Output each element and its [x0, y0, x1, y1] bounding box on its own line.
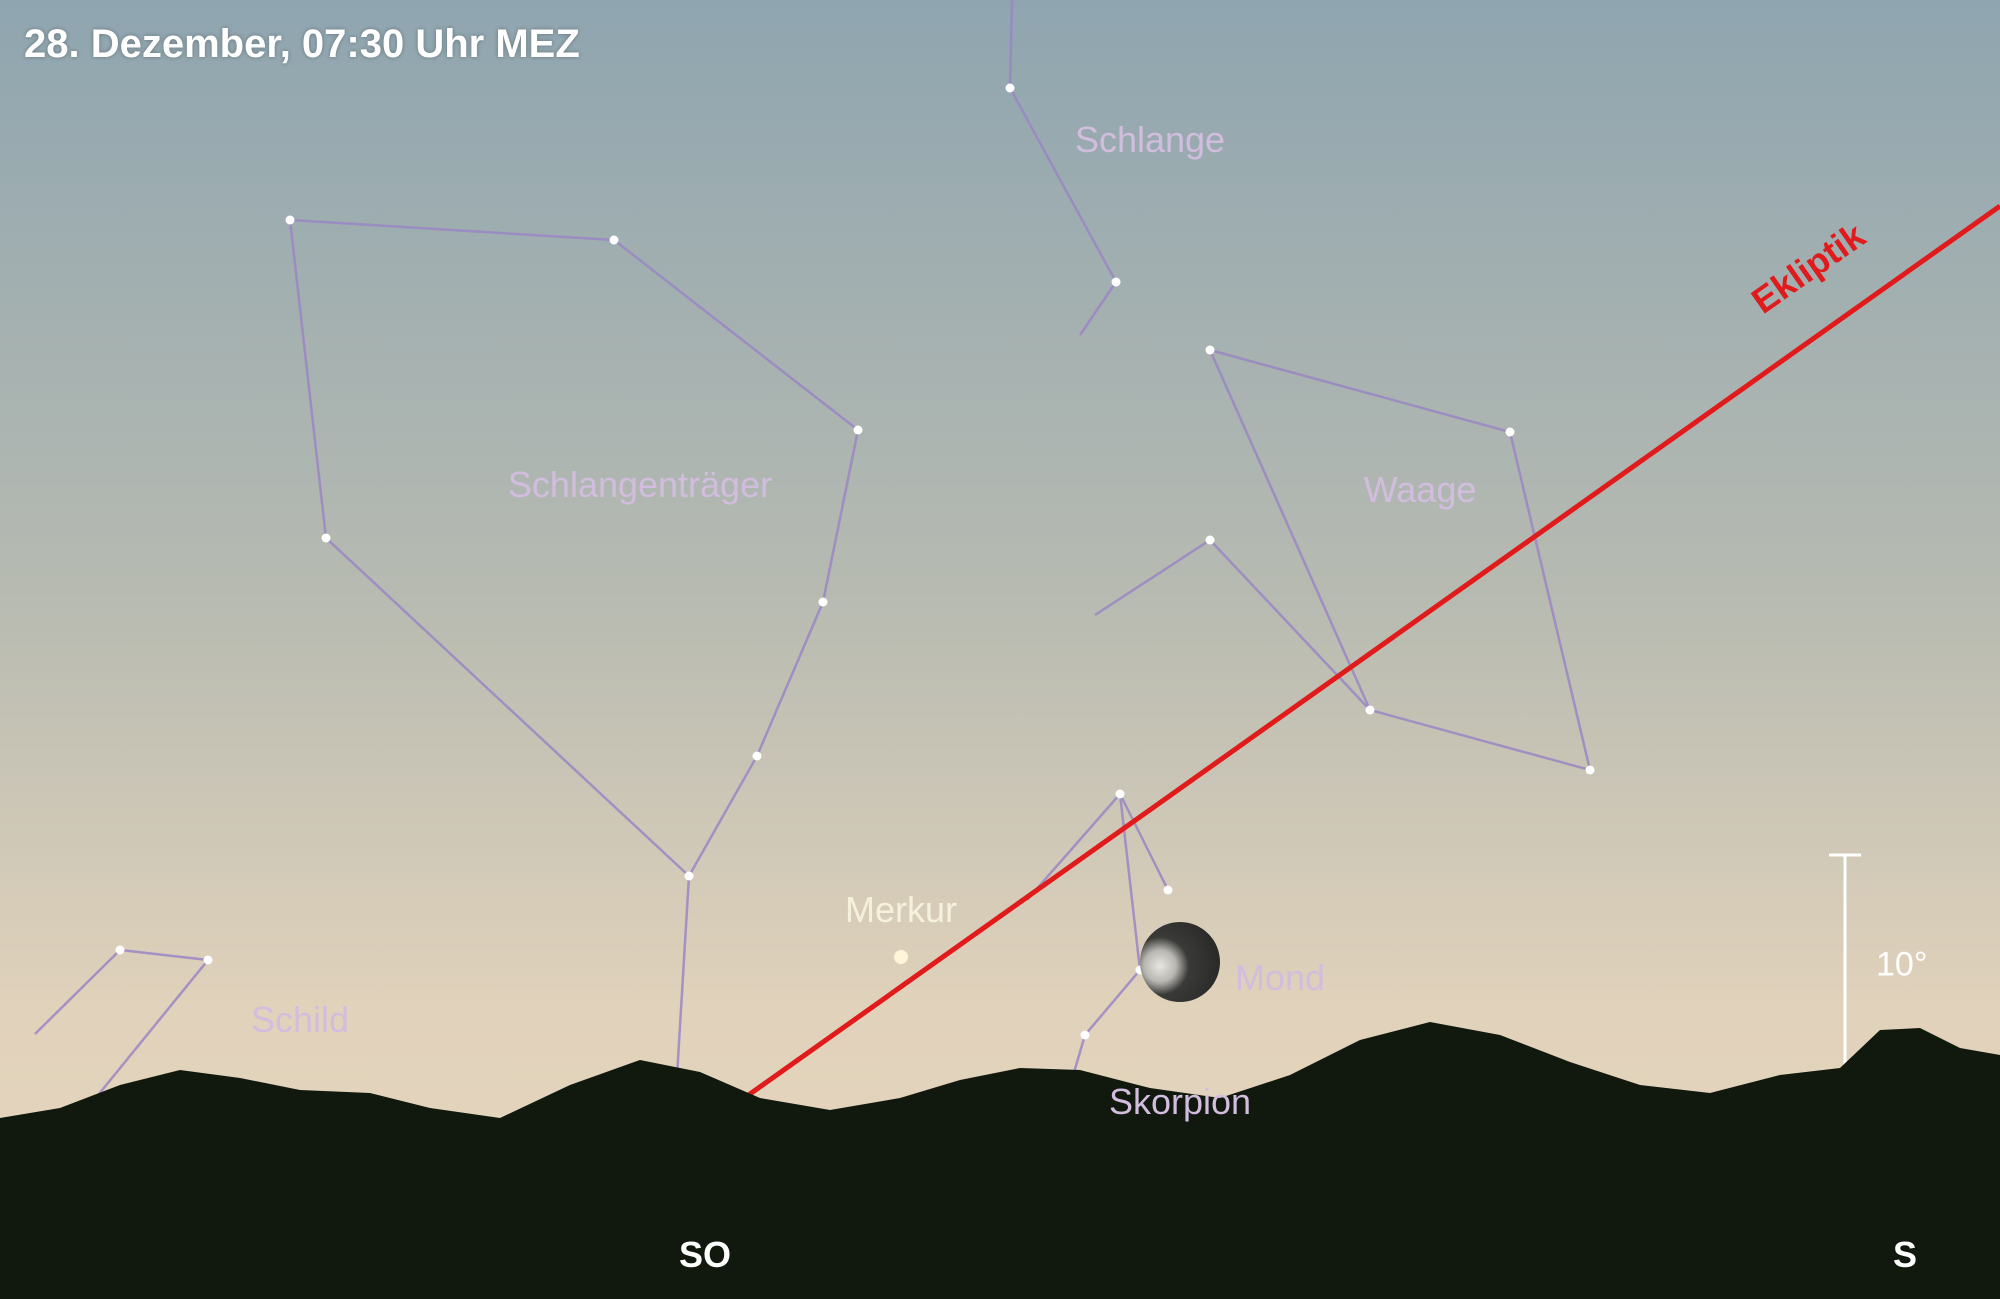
merkur-label: Merkur: [845, 889, 957, 931]
mercury: [894, 950, 908, 964]
constellation-label-waage: Waage: [1364, 469, 1477, 511]
constellation-label-schlangenträger: Schlangenträger: [508, 464, 772, 506]
star: [685, 872, 694, 881]
star: [1006, 84, 1015, 93]
star: [819, 598, 828, 607]
star: [322, 534, 331, 543]
star: [1206, 346, 1215, 355]
star: [610, 236, 619, 245]
star: [1112, 278, 1121, 287]
star: [1366, 706, 1375, 715]
star: [1506, 428, 1515, 437]
direction-label-s: S: [1893, 1234, 1917, 1276]
sky-chart: [0, 0, 2000, 1299]
datetime-label: 28. Dezember, 07:30 Uhr MEZ: [24, 22, 580, 67]
star: [753, 752, 762, 761]
star: [1586, 766, 1595, 775]
constellation-label-schild: Schild: [251, 999, 349, 1041]
constellation-label-skorpion: Skorpion: [1109, 1081, 1251, 1123]
scale-label: 10°: [1876, 946, 1927, 985]
star: [1206, 536, 1215, 545]
star: [1081, 1031, 1090, 1040]
constellation-label-schlange: Schlange: [1075, 119, 1225, 161]
moon: [1140, 922, 1220, 1002]
mond-label: Mond: [1235, 957, 1325, 999]
star: [854, 426, 863, 435]
star: [286, 216, 295, 225]
star: [116, 946, 125, 955]
star: [1164, 886, 1173, 895]
star: [204, 956, 213, 965]
star: [1116, 790, 1125, 799]
direction-label-so: SO: [679, 1234, 731, 1276]
